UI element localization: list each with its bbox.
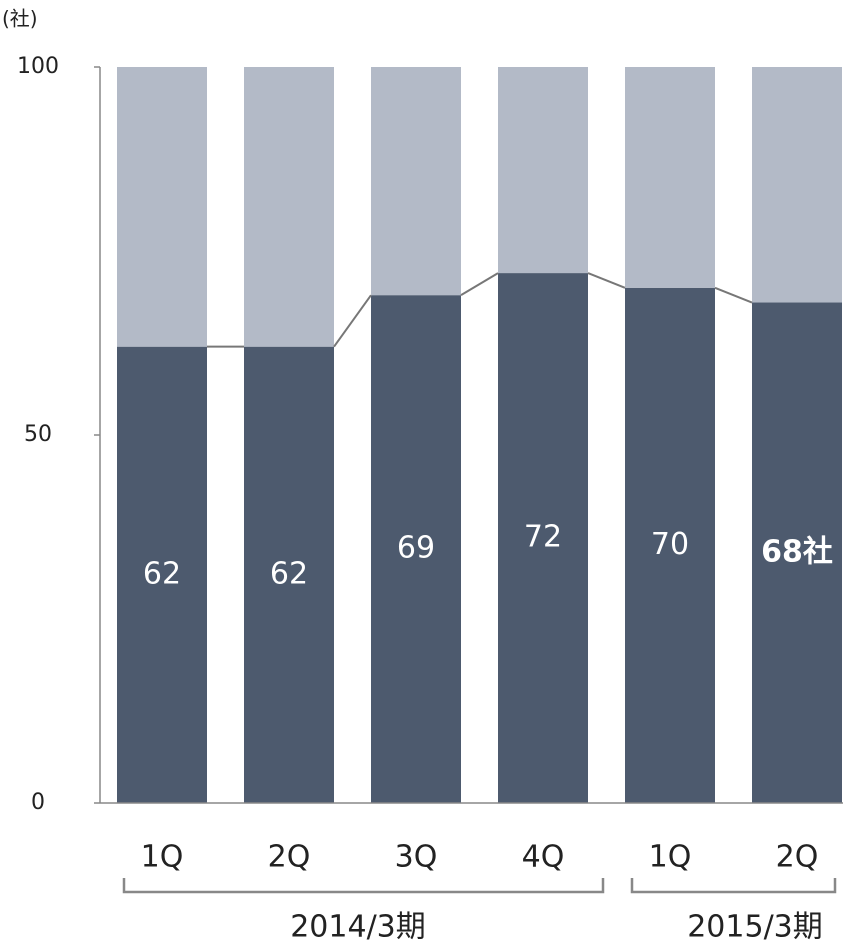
x-tick-label: 3Q bbox=[395, 840, 438, 875]
bar-segment bbox=[498, 67, 588, 274]
group-label: 2014/3期 bbox=[290, 910, 426, 945]
group-label: 2015/3期 bbox=[687, 910, 823, 945]
bar-segment bbox=[371, 295, 461, 803]
connector bbox=[460, 272, 499, 297]
unit-label: (社) bbox=[2, 7, 38, 31]
value-label: 62 bbox=[143, 556, 181, 591]
bar-segment bbox=[371, 67, 461, 296]
bar-segment bbox=[498, 273, 588, 804]
x-tick-label: 2Q bbox=[268, 840, 311, 875]
value-label: 68社 bbox=[761, 534, 833, 569]
bar-segment bbox=[625, 67, 715, 288]
y-tick-label: 100 bbox=[17, 54, 59, 79]
bar-segment bbox=[625, 287, 715, 803]
bar-segment bbox=[244, 346, 334, 803]
value-label: 72 bbox=[524, 520, 562, 555]
y-tick-label: 50 bbox=[24, 422, 52, 447]
group-bracket bbox=[122, 878, 605, 894]
bar-segment bbox=[752, 302, 842, 803]
bar-segment bbox=[244, 67, 334, 347]
connector bbox=[333, 294, 372, 348]
x-tick-label: 4Q bbox=[522, 840, 565, 875]
connector bbox=[714, 286, 753, 304]
group-bracket bbox=[630, 878, 837, 894]
x-tick-label: 1Q bbox=[649, 840, 692, 875]
bar-segment bbox=[117, 67, 207, 347]
x-tick-label: 1Q bbox=[141, 840, 184, 875]
x-tick-label: 2Q bbox=[776, 840, 819, 875]
value-label: 70 bbox=[651, 527, 689, 562]
bar-segment bbox=[117, 346, 207, 803]
y-tick-label: 0 bbox=[31, 790, 45, 815]
value-label: 62 bbox=[270, 556, 308, 591]
connector bbox=[587, 272, 626, 289]
bar-segment bbox=[752, 67, 842, 303]
value-label: 69 bbox=[397, 531, 435, 566]
